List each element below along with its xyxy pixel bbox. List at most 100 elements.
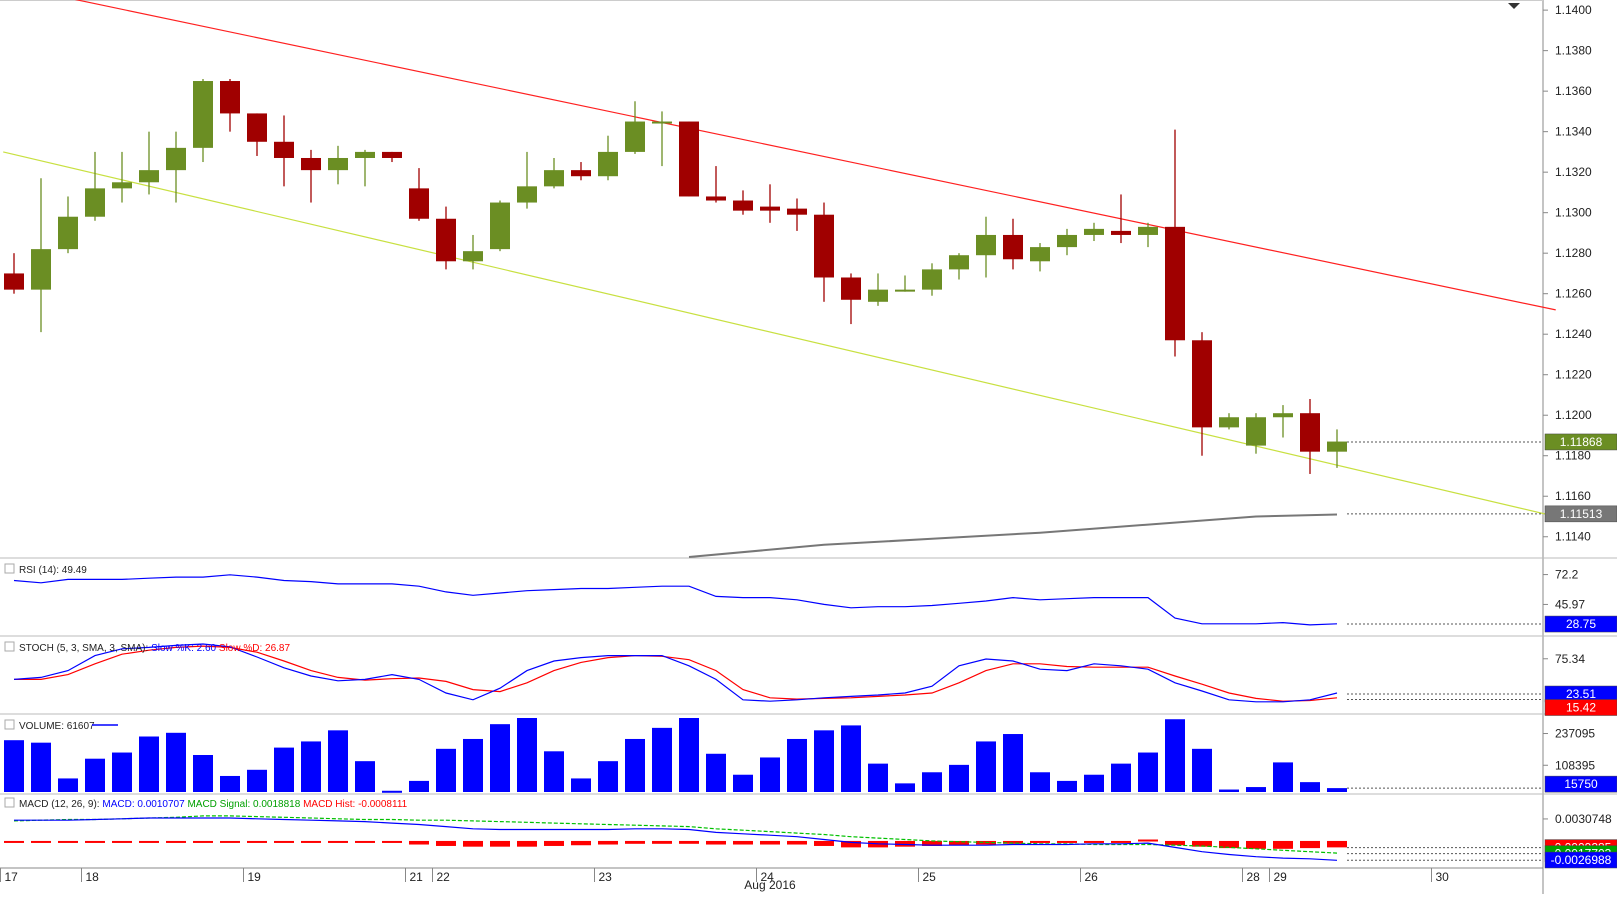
candle-body <box>1300 413 1320 452</box>
volume-bar <box>1219 789 1239 792</box>
candle <box>274 115 294 187</box>
volume-title: VOLUME: 61607 <box>19 721 95 732</box>
macd-hist-bar <box>355 840 375 843</box>
rsi-current-label: 28.75 <box>1544 615 1617 633</box>
stoch-k-line <box>13 643 1338 703</box>
x-tick-label: 30 <box>1436 870 1450 884</box>
candle-body <box>301 157 321 171</box>
macd-current-label: -0.0026988 <box>1544 851 1617 869</box>
volume-current-label-text: 15750 <box>1564 777 1598 791</box>
candle-body <box>1192 340 1212 428</box>
macd-close-icon[interactable] <box>4 797 15 808</box>
candle <box>193 78 213 163</box>
ma-price-label-bg <box>1544 505 1617 523</box>
candle-body <box>517 186 537 203</box>
stoch-d-current-label-text: 15.42 <box>1566 701 1596 715</box>
price-tick-label: 1.1400 <box>1555 3 1592 17</box>
macd-hist-bar <box>112 840 132 843</box>
candle <box>1138 222 1158 248</box>
x-tick-label: 28 <box>1247 870 1261 884</box>
candle-body <box>247 113 267 142</box>
candle-body <box>220 81 240 114</box>
price-tick-label: 1.1200 <box>1555 408 1592 422</box>
candle <box>841 273 861 325</box>
macd-hist-bar <box>733 840 753 845</box>
macd-hist-bar <box>1165 840 1185 846</box>
candle-body <box>895 289 915 292</box>
candle <box>355 149 375 187</box>
candle-body <box>193 81 213 148</box>
macd-hist-bar <box>274 840 294 843</box>
price-tick-label: 1.1300 <box>1555 206 1592 220</box>
candle-body <box>1165 226 1185 341</box>
macd-hist-bar <box>139 840 159 843</box>
macd-legend-text: MACD (12, 26, 9): MACD: 0.0010707 MACD S… <box>19 799 408 810</box>
candle <box>1246 413 1266 454</box>
macd-hist-bar <box>787 840 807 845</box>
candle <box>760 184 780 223</box>
volume-close-icon[interactable] <box>4 719 15 730</box>
candle <box>139 131 159 195</box>
volume-bar <box>220 775 240 792</box>
volume-bar <box>247 769 267 792</box>
volume-bar <box>787 738 807 792</box>
macd-hist-bar <box>760 840 780 845</box>
candle <box>787 198 807 231</box>
time-axis: 17 18 19 21 22 23 24 25 26 28 29 30 <box>0 868 1450 884</box>
candle-body <box>976 234 996 256</box>
volume-bar <box>679 718 699 792</box>
collapse-arrow-icon[interactable] <box>1508 3 1520 9</box>
stoch-k-label: Slow %K: 2.60 <box>151 643 216 654</box>
volume-bar <box>868 763 888 792</box>
volume-bar <box>1084 774 1104 792</box>
candle <box>598 135 618 181</box>
volume-legend: VOLUME: 61607 <box>4 719 118 732</box>
candle-body <box>733 200 753 211</box>
rsi-line <box>13 574 1338 626</box>
macd-hist-bar <box>679 840 699 844</box>
volume-bar <box>1057 780 1077 792</box>
volume-bar <box>760 757 780 792</box>
candle <box>328 145 348 185</box>
stoch-close-icon[interactable] <box>4 641 15 652</box>
volume-bar <box>139 736 159 792</box>
macd-hist-bar <box>382 840 402 843</box>
volume-tick-label: 108395 <box>1555 758 1595 772</box>
candle-body <box>787 208 807 215</box>
candle-body <box>625 121 645 152</box>
macd-hist-bar <box>1138 839 1158 842</box>
x-tick-label: 18 <box>86 870 100 884</box>
stoch-d-current-label-bg <box>1544 699 1617 716</box>
candle-body <box>58 216 78 250</box>
rsi-close-icon[interactable] <box>4 563 15 574</box>
volume-bar <box>571 778 591 792</box>
candle <box>463 234 483 270</box>
price-tick-label: 1.1140 <box>1555 530 1591 544</box>
macd-hist-bar <box>814 840 834 846</box>
macd-hist-bar <box>1030 840 1050 843</box>
candle-body <box>490 202 510 250</box>
macd-hist-bar <box>85 840 105 843</box>
ma-price-label-text: 1.11513 <box>1560 507 1603 521</box>
volume-bar <box>1192 748 1212 792</box>
macd-hist-bar <box>1327 840 1347 848</box>
candle <box>4 253 24 294</box>
price-panel: 1.1400 1.1380 1.1360 1.1340 1.1320 1.1300 1.12… <box>3 0 1617 558</box>
candle <box>382 151 402 163</box>
candle-body <box>760 206 780 211</box>
candle-body <box>598 151 618 177</box>
candle-body <box>4 273 24 290</box>
rsi-tick-label: 45.97 <box>1555 597 1585 611</box>
candle <box>679 121 699 197</box>
candle-body <box>85 188 105 217</box>
macd-line-label: MACD: 0.0010707 <box>102 799 185 810</box>
x-tick-label: 25 <box>923 870 937 884</box>
macd-hist-bar <box>409 840 429 845</box>
candle-body <box>382 151 402 158</box>
macd-hist-bar <box>328 840 348 843</box>
macd-hist-bar <box>517 840 537 847</box>
volume-bar <box>382 790 402 793</box>
candle <box>1219 413 1239 430</box>
volume-current-label: 15750 <box>1544 775 1617 793</box>
macd-line <box>14 817 1338 861</box>
